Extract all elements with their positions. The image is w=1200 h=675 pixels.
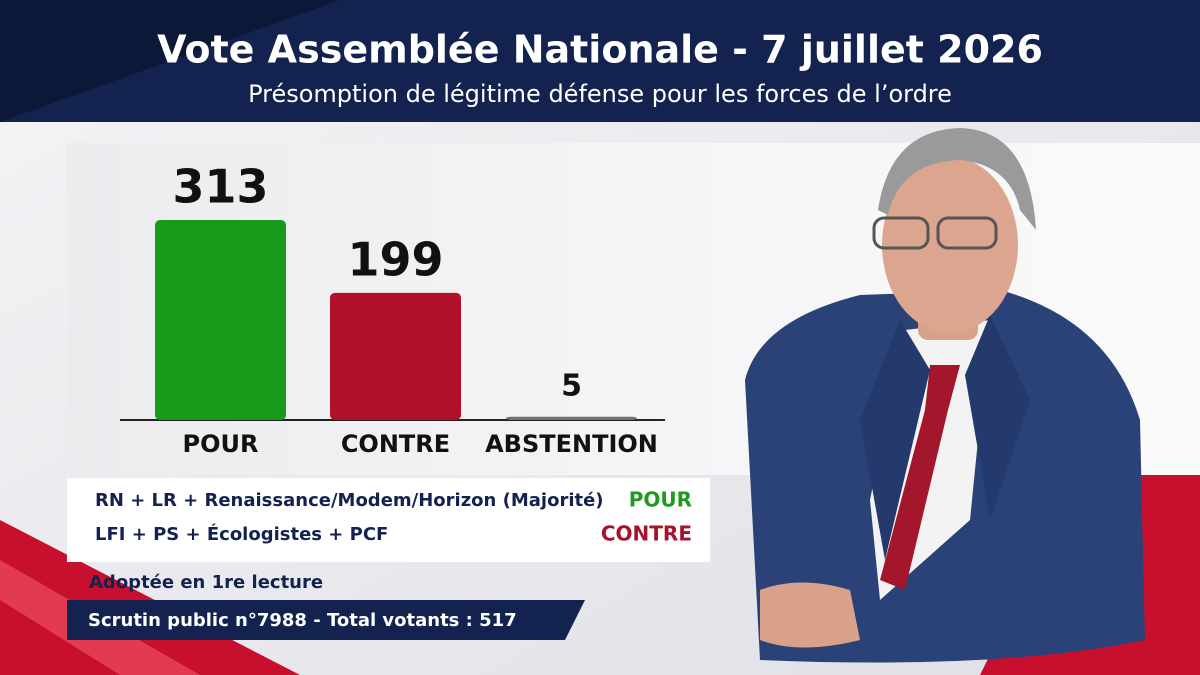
bar	[330, 292, 461, 420]
legend-parties: LFI + PS + Écologistes + PCF	[95, 523, 388, 545]
header-band	[0, 0, 1200, 122]
person-illustration	[745, 128, 1145, 663]
legend-parties: RN + LR + Renaissance/Modem/Horizon (Maj…	[95, 490, 604, 511]
category-label: POUR	[183, 430, 259, 458]
value-label: 313	[172, 160, 268, 214]
decor-stripe	[0, 0, 340, 122]
title: Vote Assemblée Nationale - 7 juillet 202…	[157, 28, 1043, 72]
legend-vote: POUR	[629, 488, 692, 512]
legend-box	[67, 478, 710, 562]
category-label: ABSTENTION	[485, 430, 658, 458]
legend-vote: CONTRE	[601, 522, 692, 546]
value-label: 5	[561, 368, 582, 403]
value-label: 199	[347, 232, 443, 286]
category-label: CONTRE	[341, 430, 450, 458]
scrutin: Scrutin public n°7988 - Total votants : …	[88, 610, 517, 631]
footer-ribbon	[67, 600, 585, 640]
bar	[506, 416, 637, 420]
status: Adoptée en 1re lecture	[89, 572, 323, 593]
bar	[155, 220, 286, 420]
subtitle: Présomption de légitime défense pour les…	[248, 80, 952, 108]
